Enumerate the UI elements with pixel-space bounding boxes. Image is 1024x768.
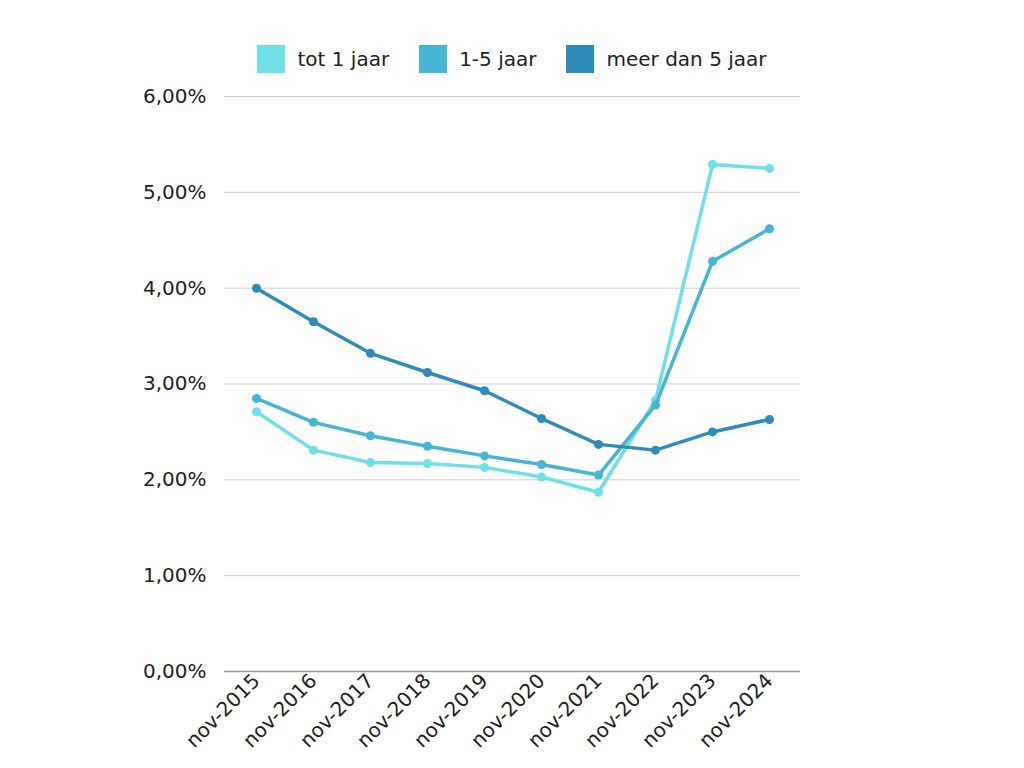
- svg-text:0,00%: 0,00%: [143, 659, 207, 683]
- svg-text:2,00%: 2,00%: [143, 467, 207, 491]
- html-text:meer dan 5 jaar: meer dan 5 jaar: [606, 47, 767, 71]
- svg-text:4,00%: 4,00%: [143, 276, 207, 300]
- svg-text:nov-2023: nov-2023: [636, 668, 721, 753]
- svg-text:3,00%: 3,00%: [143, 371, 207, 395]
- svg-text:nov-2016: nov-2016: [237, 668, 322, 753]
- svg-text:6,00%: 6,00%: [143, 84, 207, 108]
- svg-text:1,00%: 1,00%: [143, 563, 207, 587]
- svg-text:nov-2022: nov-2022: [579, 668, 664, 753]
- svg-text:nov-2018: nov-2018: [351, 668, 436, 753]
- svg-text:nov-2024: nov-2024: [694, 669, 778, 753]
- svg-text:nov-2020: nov-2020: [465, 668, 550, 753]
- svg-text:nov-2017: nov-2017: [294, 668, 379, 753]
- svg-text:nov-2015: nov-2015: [180, 668, 265, 753]
- html-text:tot 1 jaar: tot 1 jaar: [297, 47, 390, 71]
- svg-text:5,00%: 5,00%: [143, 180, 207, 204]
- html-text:1-5 jaar: 1-5 jaar: [459, 47, 537, 71]
- svg-text:nov-2019: nov-2019: [408, 668, 493, 753]
- svg-text:nov-2021: nov-2021: [522, 668, 607, 753]
